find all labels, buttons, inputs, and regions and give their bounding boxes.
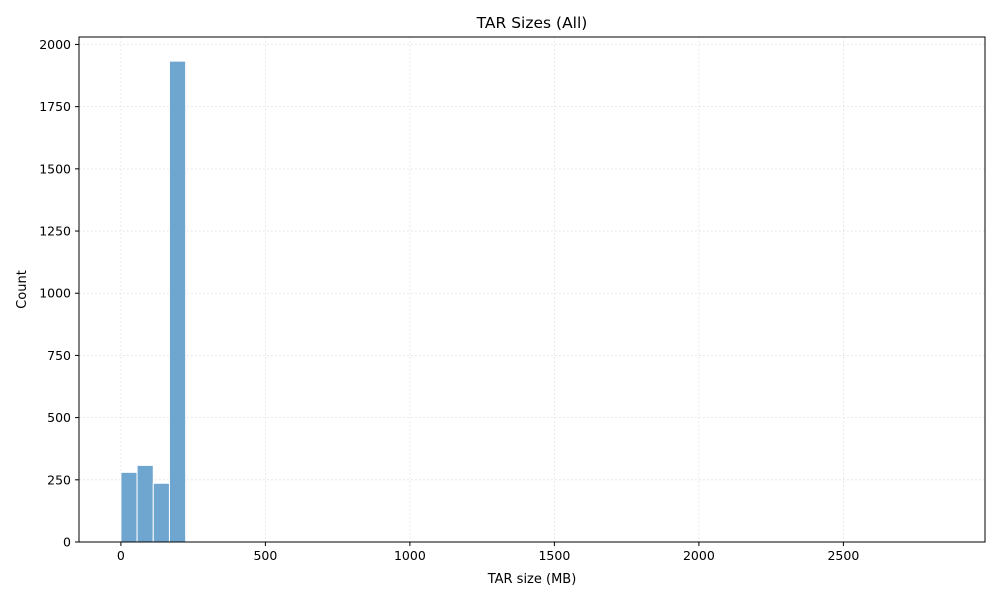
chart-title: TAR Sizes (All) [476,14,588,32]
y-axis-ticks: 0 250 500 750 1000 1250 1500 1750 2000 [39,37,79,550]
histogram-bars [120,60,235,543]
x-axis-ticks: 0 500 1000 1500 2000 2500 [117,542,859,563]
x-tick-label-1: 500 [253,548,277,563]
y-tick-label-6: 1500 [39,161,71,176]
y-axis-label: Count [15,270,30,309]
x-axis-label: TAR size (MB) [487,572,577,587]
x-tick-label-0: 0 [117,548,125,563]
histogram-bar-1 [136,464,154,543]
grid-lines [79,37,985,543]
y-tick-label-3: 750 [47,348,71,363]
y-tick-label-4: 1000 [39,286,71,301]
x-tick-label-3: 1500 [538,548,570,563]
histogram-bar-0 [120,471,138,543]
x-tick-label-2: 1000 [394,548,426,563]
x-tick-label-4: 2000 [683,548,715,563]
y-tick-label-8: 2000 [39,37,71,52]
histogram-bar-3 [168,60,187,543]
y-tick-label-1: 250 [47,472,71,487]
y-tick-label-2: 500 [47,410,71,425]
y-tick-label-5: 1250 [39,224,71,239]
y-tick-label-7: 1750 [39,99,71,114]
x-tick-label-5: 2500 [827,548,859,563]
plot-area-frame [78,36,986,543]
y-tick-label-0: 0 [63,535,71,550]
histogram-bar-2 [152,482,170,543]
